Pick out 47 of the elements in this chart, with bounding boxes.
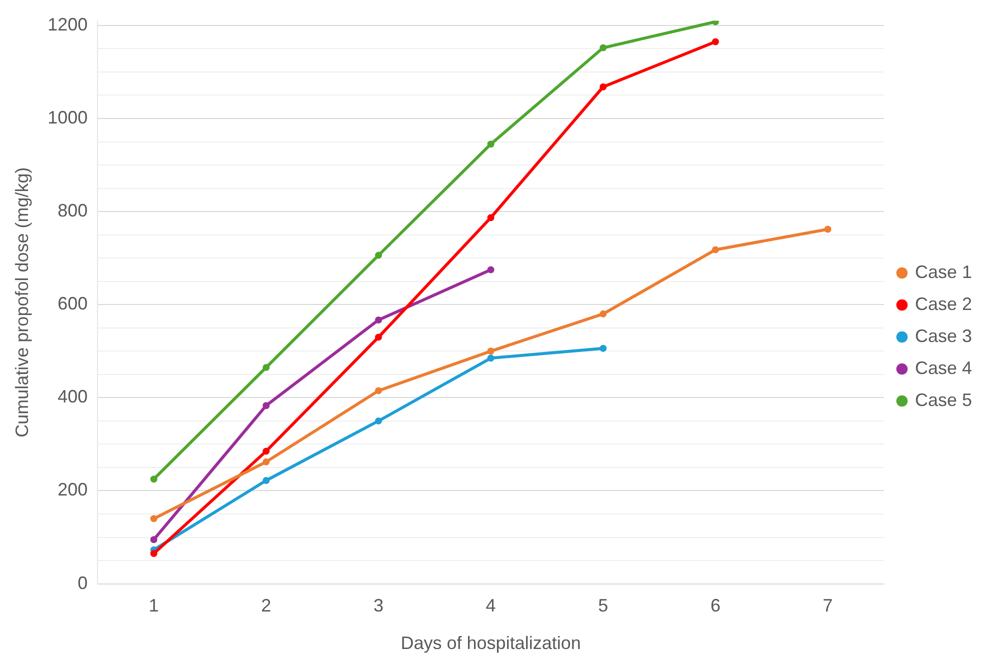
y-tick-label: 1000: [48, 107, 88, 128]
x-axis-title: Days of hospitalization: [400, 633, 581, 654]
point: [262, 477, 270, 484]
y-tick-label: 400: [58, 386, 88, 407]
point: [262, 364, 270, 371]
x-tick-label: 6: [710, 596, 720, 616]
legend-label: Case 3: [914, 326, 972, 346]
point: [374, 252, 382, 259]
point: [150, 515, 158, 522]
point: [712, 38, 719, 46]
y-tick-label: 800: [58, 200, 88, 221]
point: [262, 458, 270, 466]
y-tick-label: 0: [78, 572, 88, 593]
x-tick-label: 7: [822, 596, 833, 616]
point: [487, 266, 494, 274]
point: [487, 354, 494, 362]
point: [487, 140, 494, 148]
point: [600, 310, 607, 318]
y-axis-title: Cumulative propofol dose (mg/kg): [12, 167, 32, 438]
x-tick-label: 5: [598, 596, 608, 616]
x-tick-label: 4: [486, 596, 496, 616]
legend-label: Case 1: [914, 262, 972, 282]
legend-label: Case 2: [914, 294, 972, 314]
point: [150, 476, 158, 483]
x-tick-label: 1: [148, 596, 159, 616]
point: [600, 44, 607, 52]
y-tick-label: 600: [58, 294, 88, 314]
point: [824, 226, 832, 233]
legend-label: Case 4: [914, 358, 972, 378]
point: [262, 402, 270, 410]
point: [150, 536, 158, 544]
point: [374, 316, 382, 324]
y-tick-label: 200: [58, 480, 88, 500]
point: [374, 417, 382, 424]
x-tick-label: 3: [373, 596, 384, 616]
point: [712, 246, 719, 254]
point: [262, 448, 270, 455]
legend-label: Case 5: [914, 390, 972, 410]
y-tick-label: 1200: [48, 14, 88, 34]
point: [374, 387, 382, 394]
point: [600, 83, 607, 90]
point: [150, 550, 158, 558]
point: [374, 334, 382, 341]
point: [487, 348, 494, 355]
point: [600, 344, 607, 352]
x-tick-label: 2: [261, 596, 272, 616]
point: [487, 214, 494, 222]
